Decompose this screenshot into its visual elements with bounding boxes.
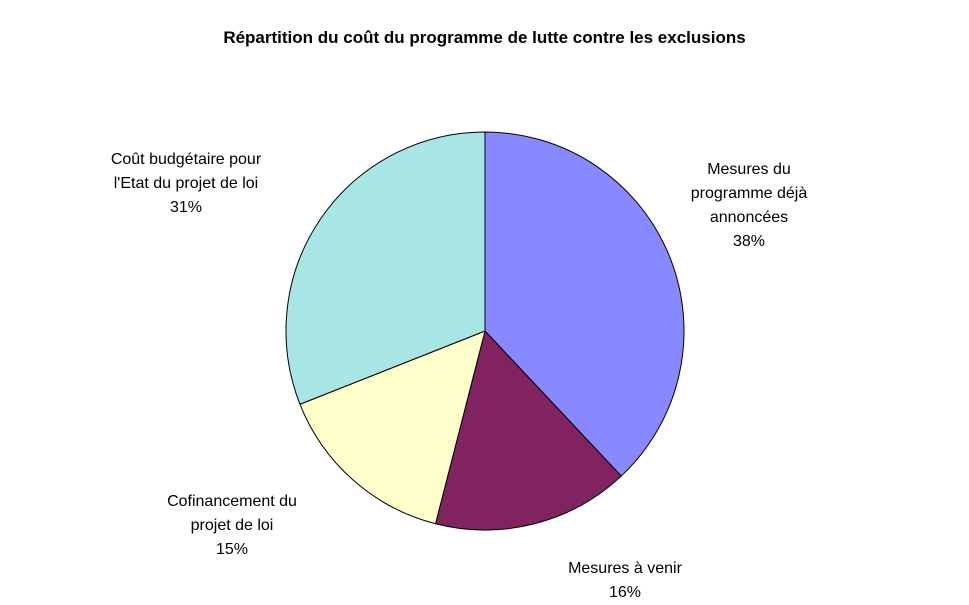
- slice-label-line: l'Etat du projet de loi: [113, 175, 259, 192]
- pie-slice-1: [435, 330, 622, 531]
- slice-label-line: Coût budgétaire pour: [110, 151, 262, 168]
- slice-label-line: programme déjà: [690, 185, 808, 202]
- pie-slice-0: [484, 131, 685, 477]
- slice-label-line: Cofinancement du: [167, 493, 297, 510]
- slice-percent: 15%: [215, 541, 249, 558]
- slice-percent: 38%: [732, 233, 766, 250]
- chart-title: Répartition du coût du programme de lutt…: [223, 28, 746, 47]
- slice-label-cout-budgetaire: Coût budgétaire pour l'Etat du projet de…: [86, 148, 286, 220]
- slice-label-cofinancement: Cofinancement du projet de loi 15%: [142, 490, 322, 562]
- pie-slice-3: [285, 131, 486, 405]
- slice-label-line: annoncées: [709, 209, 789, 226]
- slice-label-mesures-annoncees: Mesures du programme déjà annoncées 38%: [664, 158, 834, 254]
- slice-label-line: projet de loi: [190, 517, 274, 534]
- slice-label-line: Mesures à venir: [568, 560, 682, 577]
- slice-label-mesures-a-venir: Mesures à venir 16%: [530, 557, 720, 605]
- slice-label-line: Mesures du: [707, 161, 791, 178]
- slice-percent: 31%: [169, 199, 203, 216]
- slice-percent: 16%: [608, 584, 642, 601]
- pie-slice-2: [299, 330, 486, 525]
